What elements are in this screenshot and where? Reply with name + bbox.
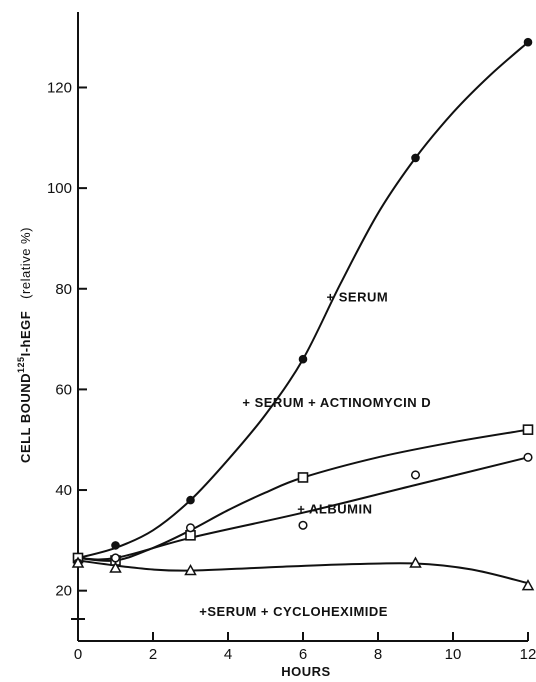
- data-point-open-circle: [523, 452, 533, 462]
- x-tick-label: 6: [299, 646, 307, 663]
- series-annotation-0: + SERUM: [327, 289, 389, 304]
- y-axis-title-main: CELL BOUND: [18, 373, 33, 463]
- data-point-filled-circle: [298, 354, 308, 364]
- data-point-open-triangle: [409, 556, 422, 568]
- data-point-open-triangle: [71, 556, 85, 568]
- data-point-open-triangle: [109, 561, 122, 573]
- series-annotation-1: + SERUM + ACTINOMYCIN D: [242, 395, 431, 410]
- y-tick-label: 80: [55, 281, 72, 298]
- y-tick-label: 100: [47, 180, 72, 197]
- data-point-open-square: [297, 472, 309, 483]
- data-point-filled-circle: [411, 153, 420, 163]
- data-point-open-circle: [185, 523, 196, 533]
- x-tick-label: 2: [149, 646, 157, 663]
- data-point-filled-circle: [111, 541, 120, 550]
- data-point-open-triangle: [521, 579, 535, 591]
- y-tick-label: 40: [55, 482, 72, 499]
- data-point-open-square: [522, 424, 534, 435]
- data-point-open-circle: [410, 470, 421, 480]
- data-point-filled-circle: [186, 495, 195, 505]
- ticks: 20 40 60 80 100 120 0 2 4 6 8 10 12: [47, 79, 536, 663]
- y-axis-title-superscript: 125: [16, 356, 26, 373]
- series-annotation-2: + ALBUMIN: [297, 502, 372, 517]
- y-tick-label: 60: [55, 381, 72, 398]
- series-line-3: [77, 559, 529, 585]
- y-tick-label: 20: [55, 583, 72, 600]
- x-tick-label: 8: [374, 646, 382, 663]
- x-axis-title: HOURS: [281, 664, 330, 679]
- series-annotation-3: +SERUM + CYCLOHEXIMIDE: [199, 604, 388, 619]
- y-axis-title: CELL BOUND125I-hEGF (relative %): [16, 227, 33, 463]
- x-tick-label: 4: [224, 646, 232, 663]
- annotations: + SERUM + SERUM + ACTINOMYCIN D + ALBUMIN +…: [199, 289, 431, 619]
- y-axis-title-units: (relative %): [18, 227, 33, 299]
- data-point-open-triangle: [184, 564, 197, 576]
- x-tick-label: 0: [74, 646, 82, 663]
- data-point-open-circle: [298, 520, 308, 530]
- y-axis-title-rest: I-hEGF: [18, 311, 33, 357]
- data-point-open-circle: [110, 553, 121, 563]
- data-point-filled-circle: [523, 37, 533, 47]
- y-tick-label: 120: [47, 79, 72, 96]
- x-tick-label: 10: [445, 646, 462, 663]
- x-tick-label: 12: [520, 646, 536, 663]
- series-line-1: [77, 428, 529, 562]
- markers: [71, 37, 535, 591]
